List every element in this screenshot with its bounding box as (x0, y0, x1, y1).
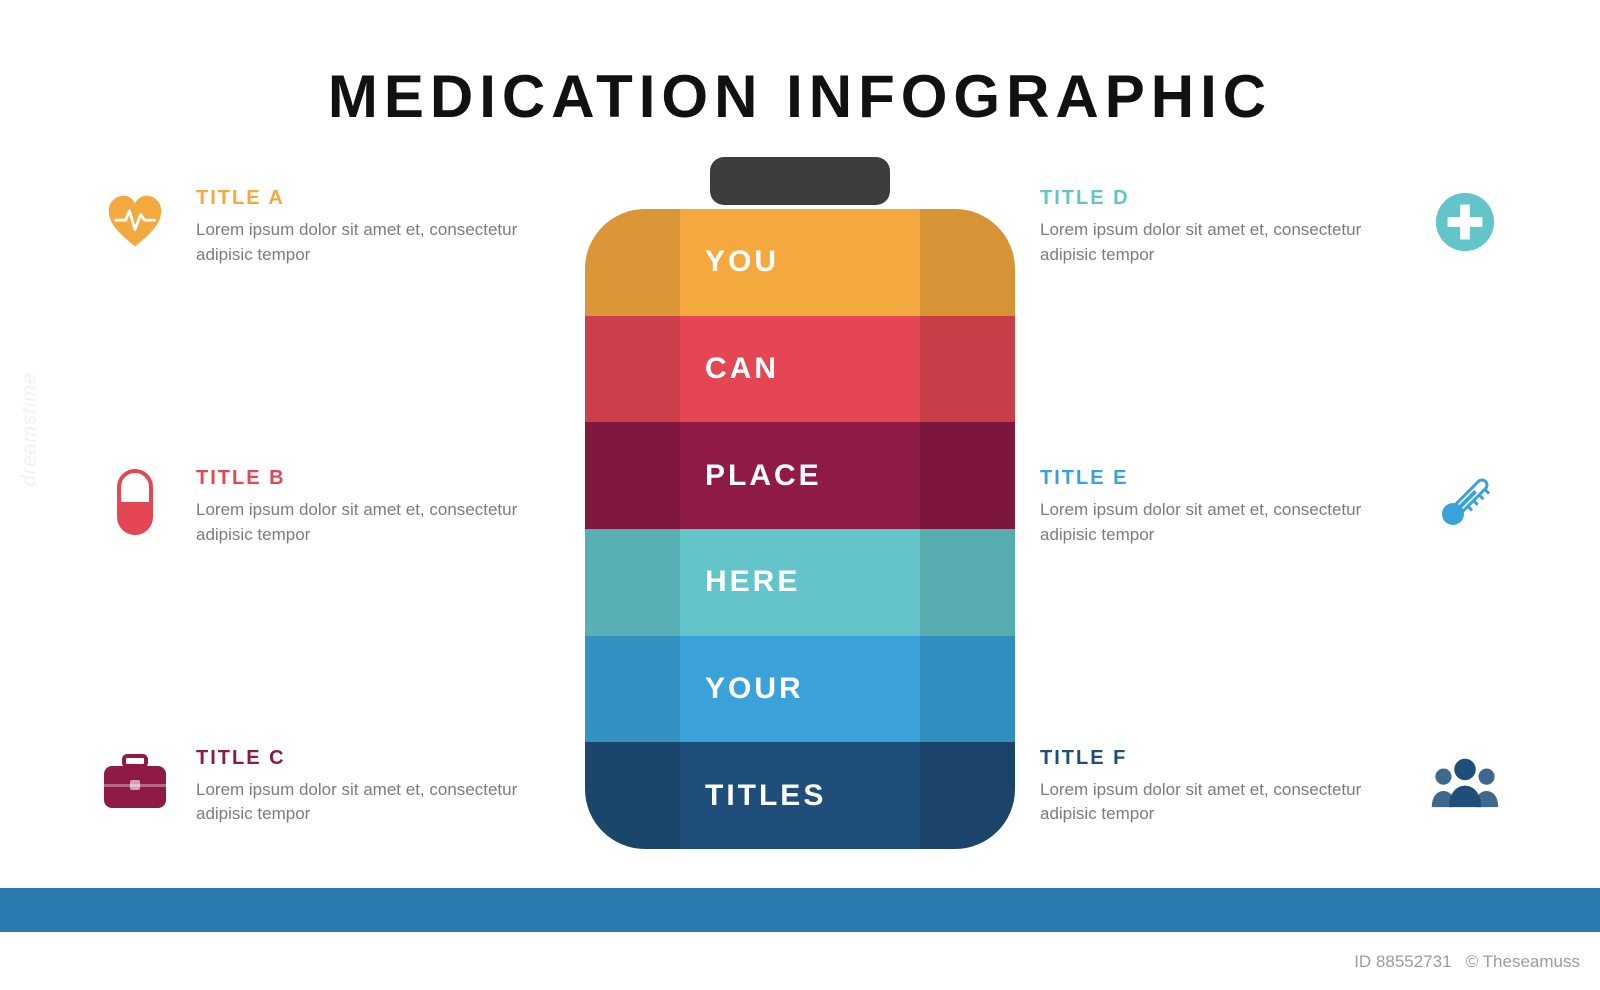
briefcase-icon (100, 747, 170, 817)
item-a-desc: Lorem ipsum dolor sit amet et, consectet… (196, 218, 560, 267)
item-e-desc: Lorem ipsum dolor sit amet et, consectet… (1040, 498, 1404, 547)
jar-stripe-1: YOU (585, 209, 1015, 316)
jar-stripe-6: TITLES (585, 742, 1015, 849)
attribution: ID 88552731 © Theseamuss (1354, 952, 1580, 972)
item-b: TITLE B Lorem ipsum dolor sit amet et, c… (100, 467, 560, 547)
stripe-4-label: HERE (585, 565, 800, 599)
jar-stripe-2: CAN (585, 316, 1015, 423)
jar: YOU CAN PLACE HERE YOUR TITLES (585, 157, 1015, 857)
jar-stripe-5: YOUR (585, 636, 1015, 743)
thermometer-icon (1430, 467, 1500, 537)
stripe-1-label: YOU (585, 245, 779, 279)
item-d-desc: Lorem ipsum dolor sit amet et, consectet… (1040, 218, 1404, 267)
item-b-desc: Lorem ipsum dolor sit amet et, consectet… (196, 498, 560, 547)
item-c: TITLE C Lorem ipsum dolor sit amet et, c… (100, 747, 560, 827)
jar-body: YOU CAN PLACE HERE YOUR TITLES (585, 209, 1015, 849)
item-c-desc: Lorem ipsum dolor sit amet et, consectet… (196, 778, 560, 827)
item-a-title: TITLE A (196, 187, 560, 210)
stripe-5-label: YOUR (585, 672, 804, 706)
item-f-title: TITLE F (1040, 747, 1404, 770)
stripe-2-label: CAN (585, 352, 779, 386)
stripe-3-label: PLACE (585, 459, 822, 493)
item-e-title: TITLE E (1040, 467, 1404, 490)
item-d-title: TITLE D (1040, 187, 1404, 210)
plus-icon (1430, 187, 1500, 257)
item-b-title: TITLE B (196, 467, 560, 490)
item-f: TITLE F Lorem ipsum dolor sit amet et, c… (1040, 747, 1500, 827)
jar-stripe-3: PLACE (585, 422, 1015, 529)
attrib-id: ID 88552731 (1354, 952, 1451, 971)
item-e: TITLE E Lorem ipsum dolor sit amet et, c… (1040, 467, 1500, 547)
item-f-desc: Lorem ipsum dolor sit amet et, consectet… (1040, 778, 1404, 827)
watermark-text: dreamstime (19, 372, 42, 486)
footer-bar (0, 888, 1600, 932)
stripe-6-label: TITLES (585, 779, 826, 813)
infographic-content: TITLE A Lorem ipsum dolor sit amet et, c… (0, 157, 1600, 877)
jar-cap (710, 157, 890, 205)
heart-icon (100, 187, 170, 257)
right-column: TITLE D Lorem ipsum dolor sit amet et, c… (1040, 157, 1500, 877)
item-d: TITLE D Lorem ipsum dolor sit amet et, c… (1040, 187, 1500, 267)
item-a: TITLE A Lorem ipsum dolor sit amet et, c… (100, 187, 560, 267)
left-column: TITLE A Lorem ipsum dolor sit amet et, c… (100, 157, 560, 877)
pill-icon (100, 467, 170, 537)
attrib-author: © Theseamuss (1466, 952, 1580, 971)
people-icon (1430, 747, 1500, 817)
item-c-title: TITLE C (196, 747, 560, 770)
jar-stripe-4: HERE (585, 529, 1015, 636)
page-title: MEDICATION INFOGRAPHIC (0, 0, 1600, 131)
